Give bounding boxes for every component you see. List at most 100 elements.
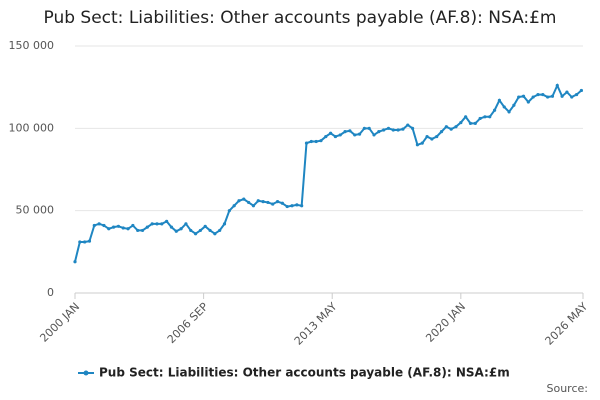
point <box>189 228 193 233</box>
point <box>329 131 333 135</box>
point <box>367 126 371 130</box>
point <box>165 219 169 223</box>
point <box>203 224 207 228</box>
point <box>280 201 284 205</box>
point <box>492 108 497 112</box>
point <box>464 115 468 119</box>
point <box>348 129 352 133</box>
point <box>435 134 439 139</box>
point <box>304 141 309 145</box>
point <box>541 92 545 97</box>
point <box>136 228 140 233</box>
point <box>565 90 569 94</box>
point <box>275 200 280 204</box>
point <box>488 115 492 119</box>
point <box>87 239 92 243</box>
point <box>247 200 251 205</box>
point <box>232 204 236 208</box>
point <box>324 134 328 139</box>
point <box>415 143 420 147</box>
point <box>184 222 188 226</box>
point <box>300 204 304 208</box>
point <box>425 134 429 139</box>
point <box>517 95 521 99</box>
x-tick-label: 2000 JAN <box>37 300 82 345</box>
point <box>560 94 564 98</box>
x-tick-label: 2020 JAN <box>423 300 468 345</box>
point <box>507 110 511 114</box>
point <box>579 88 583 93</box>
point <box>261 200 265 204</box>
point <box>362 126 366 130</box>
point <box>121 226 125 230</box>
point <box>357 132 362 136</box>
point <box>444 125 448 129</box>
point <box>213 232 217 236</box>
point <box>208 228 212 233</box>
point <box>454 125 458 129</box>
point <box>256 199 260 203</box>
point <box>410 126 415 130</box>
point <box>478 116 482 121</box>
point <box>386 126 391 130</box>
point <box>338 133 342 137</box>
point <box>290 204 294 208</box>
point <box>251 204 256 208</box>
point <box>140 228 145 233</box>
point <box>150 222 154 226</box>
point <box>285 204 289 209</box>
point <box>382 128 386 132</box>
point <box>266 200 270 205</box>
point <box>92 223 96 228</box>
point <box>218 228 222 233</box>
point <box>555 83 559 88</box>
point <box>131 223 135 228</box>
point <box>222 222 227 226</box>
point <box>430 137 434 141</box>
point <box>111 225 116 229</box>
point <box>396 128 400 132</box>
point <box>237 199 241 203</box>
y-tick-label: 150 000 <box>9 39 55 52</box>
point <box>343 130 347 134</box>
chart-title: Pub Sect: Liabilities: Other accounts pa… <box>44 8 557 28</box>
point <box>401 127 405 131</box>
point <box>531 95 535 99</box>
point <box>439 130 444 134</box>
point <box>353 133 357 137</box>
point <box>521 94 526 98</box>
legend-marker <box>83 370 89 376</box>
point <box>271 202 275 206</box>
x-tick-label: 2013 MAY <box>292 300 340 348</box>
point <box>160 222 164 226</box>
point <box>420 141 424 145</box>
point <box>570 95 574 99</box>
point <box>502 105 506 109</box>
point <box>227 209 231 213</box>
point <box>497 98 502 102</box>
point <box>179 227 183 231</box>
point <box>169 225 174 229</box>
point <box>526 100 530 104</box>
point <box>512 103 516 107</box>
point <box>449 127 453 131</box>
point <box>78 240 82 244</box>
point <box>536 92 540 97</box>
series-line <box>74 83 583 262</box>
point <box>116 224 121 228</box>
point <box>102 223 106 228</box>
point <box>546 95 550 99</box>
point <box>333 134 338 139</box>
y-tick-label: 100 000 <box>9 121 55 134</box>
point <box>83 240 87 244</box>
point <box>483 115 487 119</box>
point <box>174 229 178 233</box>
legend-label: Pub Sect: Liabilities: Other accounts pa… <box>99 366 510 380</box>
point <box>473 121 477 125</box>
point <box>406 123 410 127</box>
point <box>193 232 198 236</box>
point <box>309 139 313 144</box>
point <box>468 121 473 125</box>
point <box>319 139 323 143</box>
point <box>242 197 246 201</box>
